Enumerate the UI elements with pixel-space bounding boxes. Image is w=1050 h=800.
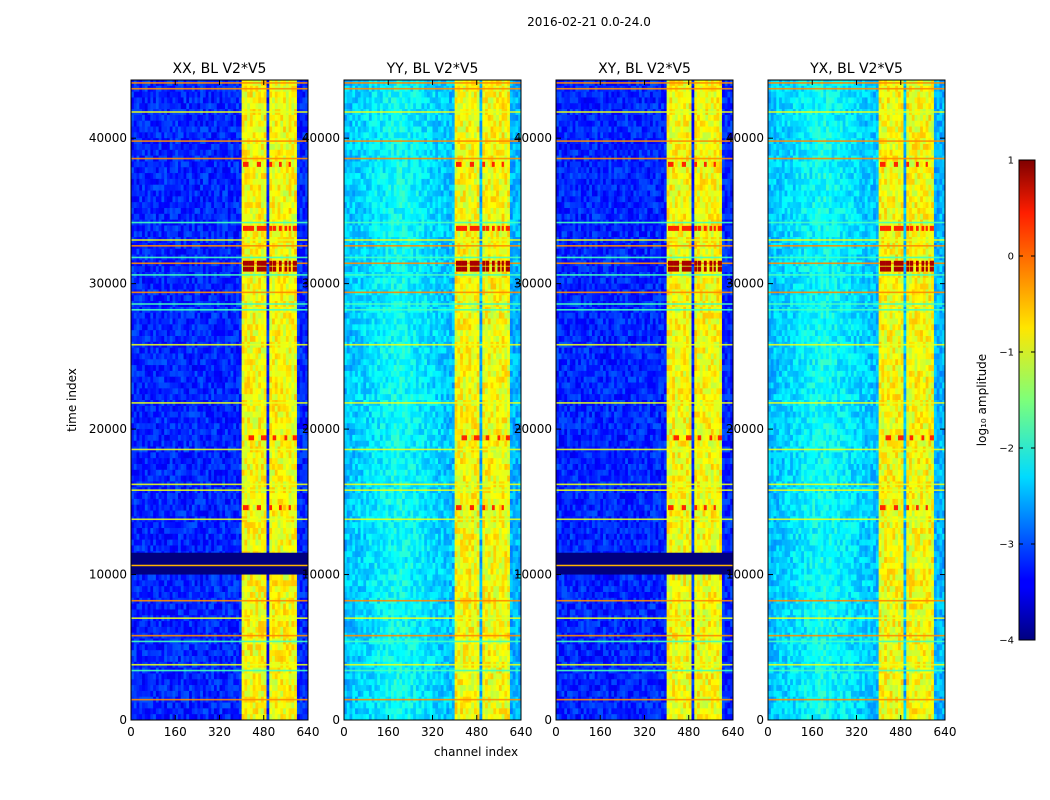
panel-title: YX, BL V2*V5 — [809, 61, 903, 77]
y-tick-label: 30000 — [726, 277, 764, 291]
colorbar-tick-label: −2 — [999, 444, 1014, 455]
colorbar-tick-label: −1 — [999, 348, 1014, 359]
y-tick-label: 40000 — [89, 131, 127, 145]
y-tick-label: 10000 — [726, 568, 764, 582]
x-tick-label: 480 — [252, 725, 275, 739]
y-tick-label: 30000 — [514, 277, 552, 291]
y-tick-label: 0 — [332, 713, 340, 727]
y-tick-label: 20000 — [302, 422, 340, 436]
panel-1: XX, BL V2*V5 0 160 320 480 640 0 10000 20000 3000… — [89, 61, 320, 739]
x-tick-label: 320 — [421, 725, 444, 739]
figure-title: 2016-02-21 0.0-24.0 — [527, 15, 651, 29]
x-axis-label: channel index — [434, 745, 518, 759]
y-tick-label: 40000 — [302, 131, 340, 145]
heatmap-image — [768, 80, 945, 720]
x-tick-label: 160 — [377, 725, 400, 739]
panel-3: XY, BL V2*V5 0 160 320 480 640 0 10000 20000 3000… — [514, 61, 745, 739]
y-tick-label: 0 — [544, 713, 552, 727]
x-tick-label: 640 — [297, 725, 320, 739]
y-tick-label: 0 — [119, 713, 127, 727]
panels: XX, BL V2*V5 0 160 320 480 640 0 10000 20000 3000… — [89, 61, 957, 739]
y-tick-label: 40000 — [726, 131, 764, 145]
panel-title: YY, BL V2*V5 — [386, 61, 479, 77]
panel-title: XX, BL V2*V5 — [173, 61, 267, 77]
y-tick-label: 30000 — [302, 277, 340, 291]
x-tick-label: 0 — [552, 725, 560, 739]
x-tick-label: 640 — [722, 725, 745, 739]
x-tick-label: 160 — [589, 725, 612, 739]
colorbar-tick-label: 1 — [1008, 156, 1014, 167]
heatmap-image — [344, 80, 521, 720]
x-tick-label: 480 — [677, 725, 700, 739]
y-tick-label: 10000 — [302, 568, 340, 582]
heatmap-image — [556, 80, 733, 720]
panel-2: YY, BL V2*V5 0 160 320 480 640 0 10000 20000 3000… — [302, 61, 533, 739]
x-tick-label: 0 — [340, 725, 348, 739]
x-tick-label: 480 — [889, 725, 912, 739]
y-tick-label: 10000 — [514, 568, 552, 582]
x-tick-label: 480 — [465, 725, 488, 739]
colorbar-tick-label: −3 — [999, 540, 1014, 551]
y-tick-label: 40000 — [514, 131, 552, 145]
colorbar-tick-label: −4 — [999, 636, 1014, 647]
x-tick-label: 320 — [633, 725, 656, 739]
x-tick-label: 0 — [127, 725, 135, 739]
heatmap-image — [131, 80, 308, 720]
x-tick-label: 640 — [934, 725, 957, 739]
y-tick-label: 10000 — [89, 568, 127, 582]
panel-title: XY, BL V2*V5 — [598, 61, 691, 77]
y-tick-label: 20000 — [89, 422, 127, 436]
x-tick-label: 160 — [164, 725, 187, 739]
colorbar-gradient — [1018, 159, 1036, 641]
panel-4: YX, BL V2*V5 0 160 320 480 640 0 10000 20000 3000… — [726, 61, 957, 739]
y-tick-label: 20000 — [726, 422, 764, 436]
colorbar-ticks: 1 0 −1 −2 −3 −4 — [999, 156, 1035, 647]
y-tick-label: 20000 — [514, 422, 552, 436]
y-axis-label: time index — [65, 368, 79, 432]
x-tick-label: 320 — [845, 725, 868, 739]
x-tick-label: 320 — [208, 725, 231, 739]
x-tick-label: 0 — [764, 725, 772, 739]
colorbar-label: log₁₀ amplitude — [975, 354, 989, 446]
colorbar-tick-label: 0 — [1008, 252, 1014, 263]
y-tick-label: 30000 — [89, 277, 127, 291]
x-tick-label: 160 — [801, 725, 824, 739]
x-tick-label: 640 — [510, 725, 533, 739]
y-tick-label: 0 — [756, 713, 764, 727]
colorbar: 1 0 −1 −2 −3 −4 log₁₀ amplitude — [975, 156, 1036, 647]
